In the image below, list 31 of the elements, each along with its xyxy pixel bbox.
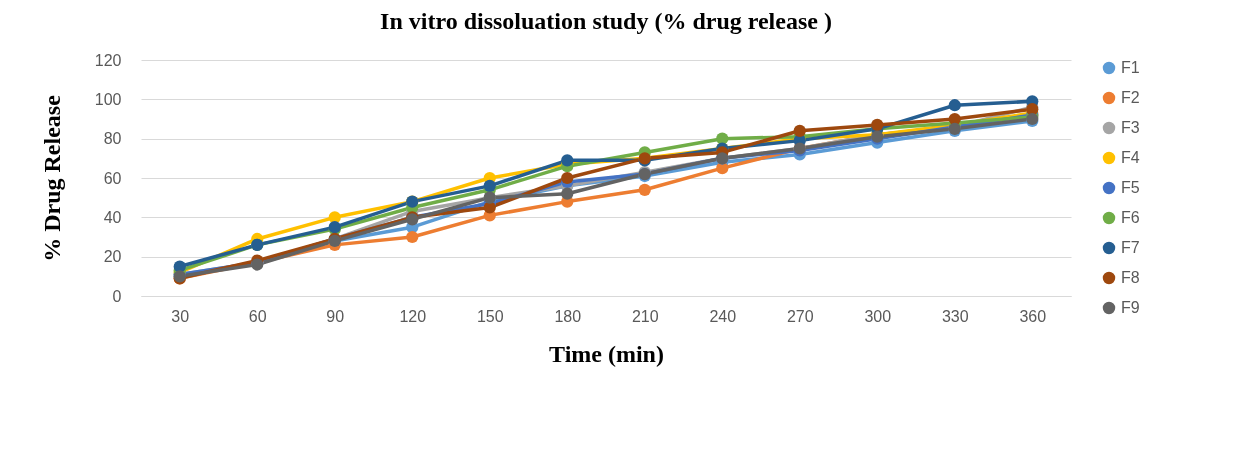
- x-tick-label: 270: [786, 307, 814, 325]
- x-tick-label: 180: [554, 307, 582, 325]
- x-tick-label: 240: [709, 307, 737, 325]
- x-axis-title: Time (min): [549, 340, 664, 367]
- y-tick-label: 60: [103, 169, 122, 187]
- x-tick-label: 90: [326, 307, 345, 325]
- y-tick-label: 120: [94, 51, 122, 69]
- legend-label: F3: [1121, 119, 1140, 136]
- legend-label: F7: [1121, 239, 1140, 256]
- x-tick-label: 30: [171, 307, 190, 325]
- chart-title: In vitro dissoluation study (% drug release ): [380, 8, 832, 34]
- x-tick-label: 360: [1019, 307, 1047, 325]
- y-tick-label: 20: [103, 248, 122, 266]
- x-tick-label: 210: [631, 307, 659, 325]
- y-tick-label: 0: [112, 287, 122, 305]
- y-tick-label: 100: [94, 90, 122, 108]
- legend-label: F2: [1121, 89, 1140, 106]
- y-axis-title: % Drug Release: [38, 94, 65, 262]
- x-tick-label: 150: [476, 307, 504, 325]
- legend-label: F5: [1121, 179, 1140, 196]
- x-tick-label: 300: [864, 307, 892, 325]
- legend-label: F9: [1121, 299, 1140, 316]
- y-tick-label: 80: [103, 130, 122, 148]
- legend-label: F1: [1121, 59, 1140, 76]
- legend-label: F8: [1121, 269, 1140, 286]
- x-tick-label: 60: [248, 307, 267, 325]
- x-tick-label: 120: [399, 307, 427, 325]
- y-tick-label: 40: [103, 208, 122, 226]
- x-tick-label: 330: [941, 307, 969, 325]
- legend-label: F4: [1121, 149, 1140, 166]
- legend-label: F6: [1121, 209, 1140, 226]
